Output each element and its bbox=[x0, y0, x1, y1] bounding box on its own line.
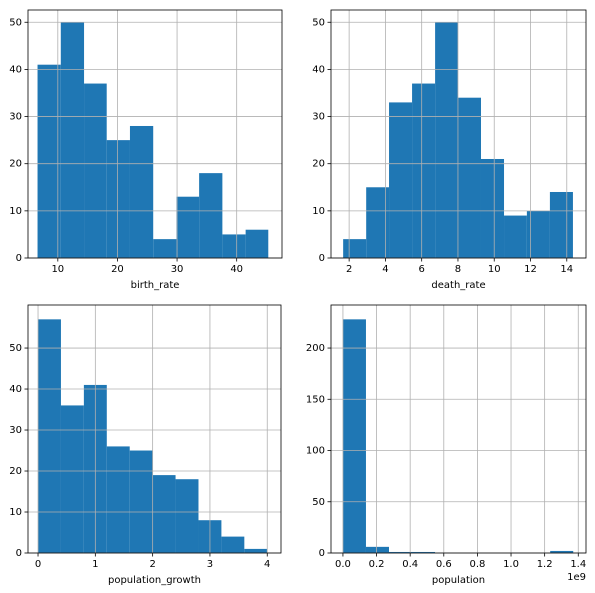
y-tick-label: 50 bbox=[312, 17, 325, 28]
histogram-bar bbox=[38, 319, 61, 553]
histogram-bar bbox=[199, 173, 223, 258]
x-tick-label: 3 bbox=[207, 559, 213, 570]
y-tick-label: 100 bbox=[306, 446, 325, 457]
x-tick-label: 1.4 bbox=[570, 559, 586, 570]
x-offset-label: 1e9 bbox=[567, 572, 586, 583]
histogram-bar bbox=[480, 158, 505, 258]
x-tick-label: 0.0 bbox=[335, 559, 351, 570]
histogram-bar bbox=[106, 446, 130, 553]
histogram-bar bbox=[176, 196, 200, 258]
x-tick-label: 10 bbox=[51, 264, 64, 275]
histogram-bar bbox=[412, 83, 436, 258]
histogram-bar bbox=[343, 239, 367, 258]
x-tick-label: 4 bbox=[382, 264, 388, 275]
y-tick-label: 10 bbox=[312, 206, 325, 217]
y-tick-label: 0 bbox=[16, 548, 22, 559]
y-tick-label: 50 bbox=[9, 17, 22, 28]
y-tick-label: 50 bbox=[312, 497, 325, 508]
y-tick-label: 0 bbox=[16, 253, 22, 264]
x-tick-label: 0.4 bbox=[402, 559, 418, 570]
x-axis-label: population_growth bbox=[108, 575, 201, 586]
y-tick-label: 30 bbox=[312, 112, 325, 123]
y-tick-label: 40 bbox=[9, 384, 22, 395]
subplot: 10 20 30 40 0 10 20 30 40 50 birth_rate bbox=[9, 9, 283, 291]
x-tick-label: 6 bbox=[418, 264, 424, 275]
y-tick-label: 0 bbox=[319, 253, 325, 264]
plot-frame bbox=[27, 9, 283, 259]
subplot: 2 4 6 8 10 12 14 0 10 20 30 40 50 death_rate bbox=[312, 9, 587, 291]
subplot: 0.0 0.2 0.4 0.6 0.8 1.0 1.2 1.4 0 50 100 150 200 popu… bbox=[306, 304, 587, 586]
histogram-bar bbox=[504, 215, 527, 258]
histogram-bar bbox=[389, 102, 413, 258]
x-axis-label: population bbox=[432, 575, 485, 586]
y-tick-label: 10 bbox=[9, 507, 22, 518]
x-tick-label: 20 bbox=[111, 264, 124, 275]
y-tick-label: 20 bbox=[312, 159, 325, 170]
histogram-bar bbox=[245, 229, 269, 258]
histogram-bar bbox=[342, 319, 366, 553]
histogram-bar bbox=[106, 140, 130, 258]
histogram-bar bbox=[244, 548, 268, 553]
x-tick-label: 10 bbox=[488, 264, 501, 275]
x-tick-label: 12 bbox=[524, 264, 537, 275]
histogram-bar bbox=[153, 239, 177, 258]
y-tick-label: 30 bbox=[9, 425, 22, 436]
plot-frame bbox=[330, 9, 587, 259]
x-tick-label: 0 bbox=[35, 559, 41, 570]
x-tick-label: 2 bbox=[346, 264, 352, 275]
y-tick-label: 40 bbox=[9, 64, 22, 75]
y-tick-label: 20 bbox=[9, 466, 22, 477]
histogram-bar bbox=[129, 450, 153, 553]
y-tick-label: 20 bbox=[9, 159, 22, 170]
histogram-bar bbox=[37, 64, 61, 258]
x-tick-label: 1.2 bbox=[537, 559, 553, 570]
x-tick-label: 8 bbox=[455, 264, 461, 275]
y-tick-label: 200 bbox=[306, 343, 325, 354]
histogram-bar bbox=[60, 22, 85, 258]
histogram-bar bbox=[549, 191, 573, 258]
x-tick-label: 0.2 bbox=[369, 559, 385, 570]
x-tick-label: 40 bbox=[230, 264, 243, 275]
y-tick-label: 30 bbox=[9, 112, 22, 123]
histogram-bar bbox=[221, 536, 245, 553]
y-tick-label: 50 bbox=[9, 343, 22, 354]
y-tick-label: 0 bbox=[319, 548, 325, 559]
histogram-bar bbox=[366, 187, 390, 258]
histogram-bar bbox=[435, 22, 458, 258]
histogram-bar bbox=[365, 546, 389, 553]
x-tick-label: 1.0 bbox=[503, 559, 519, 570]
plot-frame bbox=[27, 304, 282, 554]
x-tick-label: 30 bbox=[171, 264, 184, 275]
histogram-bar bbox=[152, 475, 176, 553]
histogram-bar bbox=[457, 97, 481, 258]
histogram-bar bbox=[550, 550, 574, 553]
x-tick-label: 14 bbox=[560, 264, 573, 275]
y-tick-label: 40 bbox=[312, 64, 325, 75]
histogram-bar bbox=[526, 210, 550, 258]
x-tick-label: 1 bbox=[92, 559, 98, 570]
histogram-bar bbox=[129, 125, 154, 258]
histogram-bar bbox=[222, 234, 246, 258]
x-tick-label: 4 bbox=[264, 559, 270, 570]
plot-frame bbox=[330, 304, 587, 554]
x-axis-label: death_rate bbox=[431, 280, 485, 291]
histogram-bar bbox=[388, 551, 413, 553]
histogram-bar bbox=[60, 405, 84, 553]
x-tick-label: 2 bbox=[149, 559, 155, 570]
histogram-bar bbox=[412, 551, 436, 553]
x-tick-label: 0.8 bbox=[469, 559, 485, 570]
y-tick-label: 150 bbox=[306, 394, 325, 405]
x-axis-label: birth_rate bbox=[131, 280, 180, 291]
y-tick-label: 10 bbox=[9, 206, 22, 217]
histogram-bar bbox=[175, 479, 199, 553]
x-tick-label: 0.6 bbox=[436, 559, 452, 570]
histogram-bar bbox=[84, 83, 107, 258]
